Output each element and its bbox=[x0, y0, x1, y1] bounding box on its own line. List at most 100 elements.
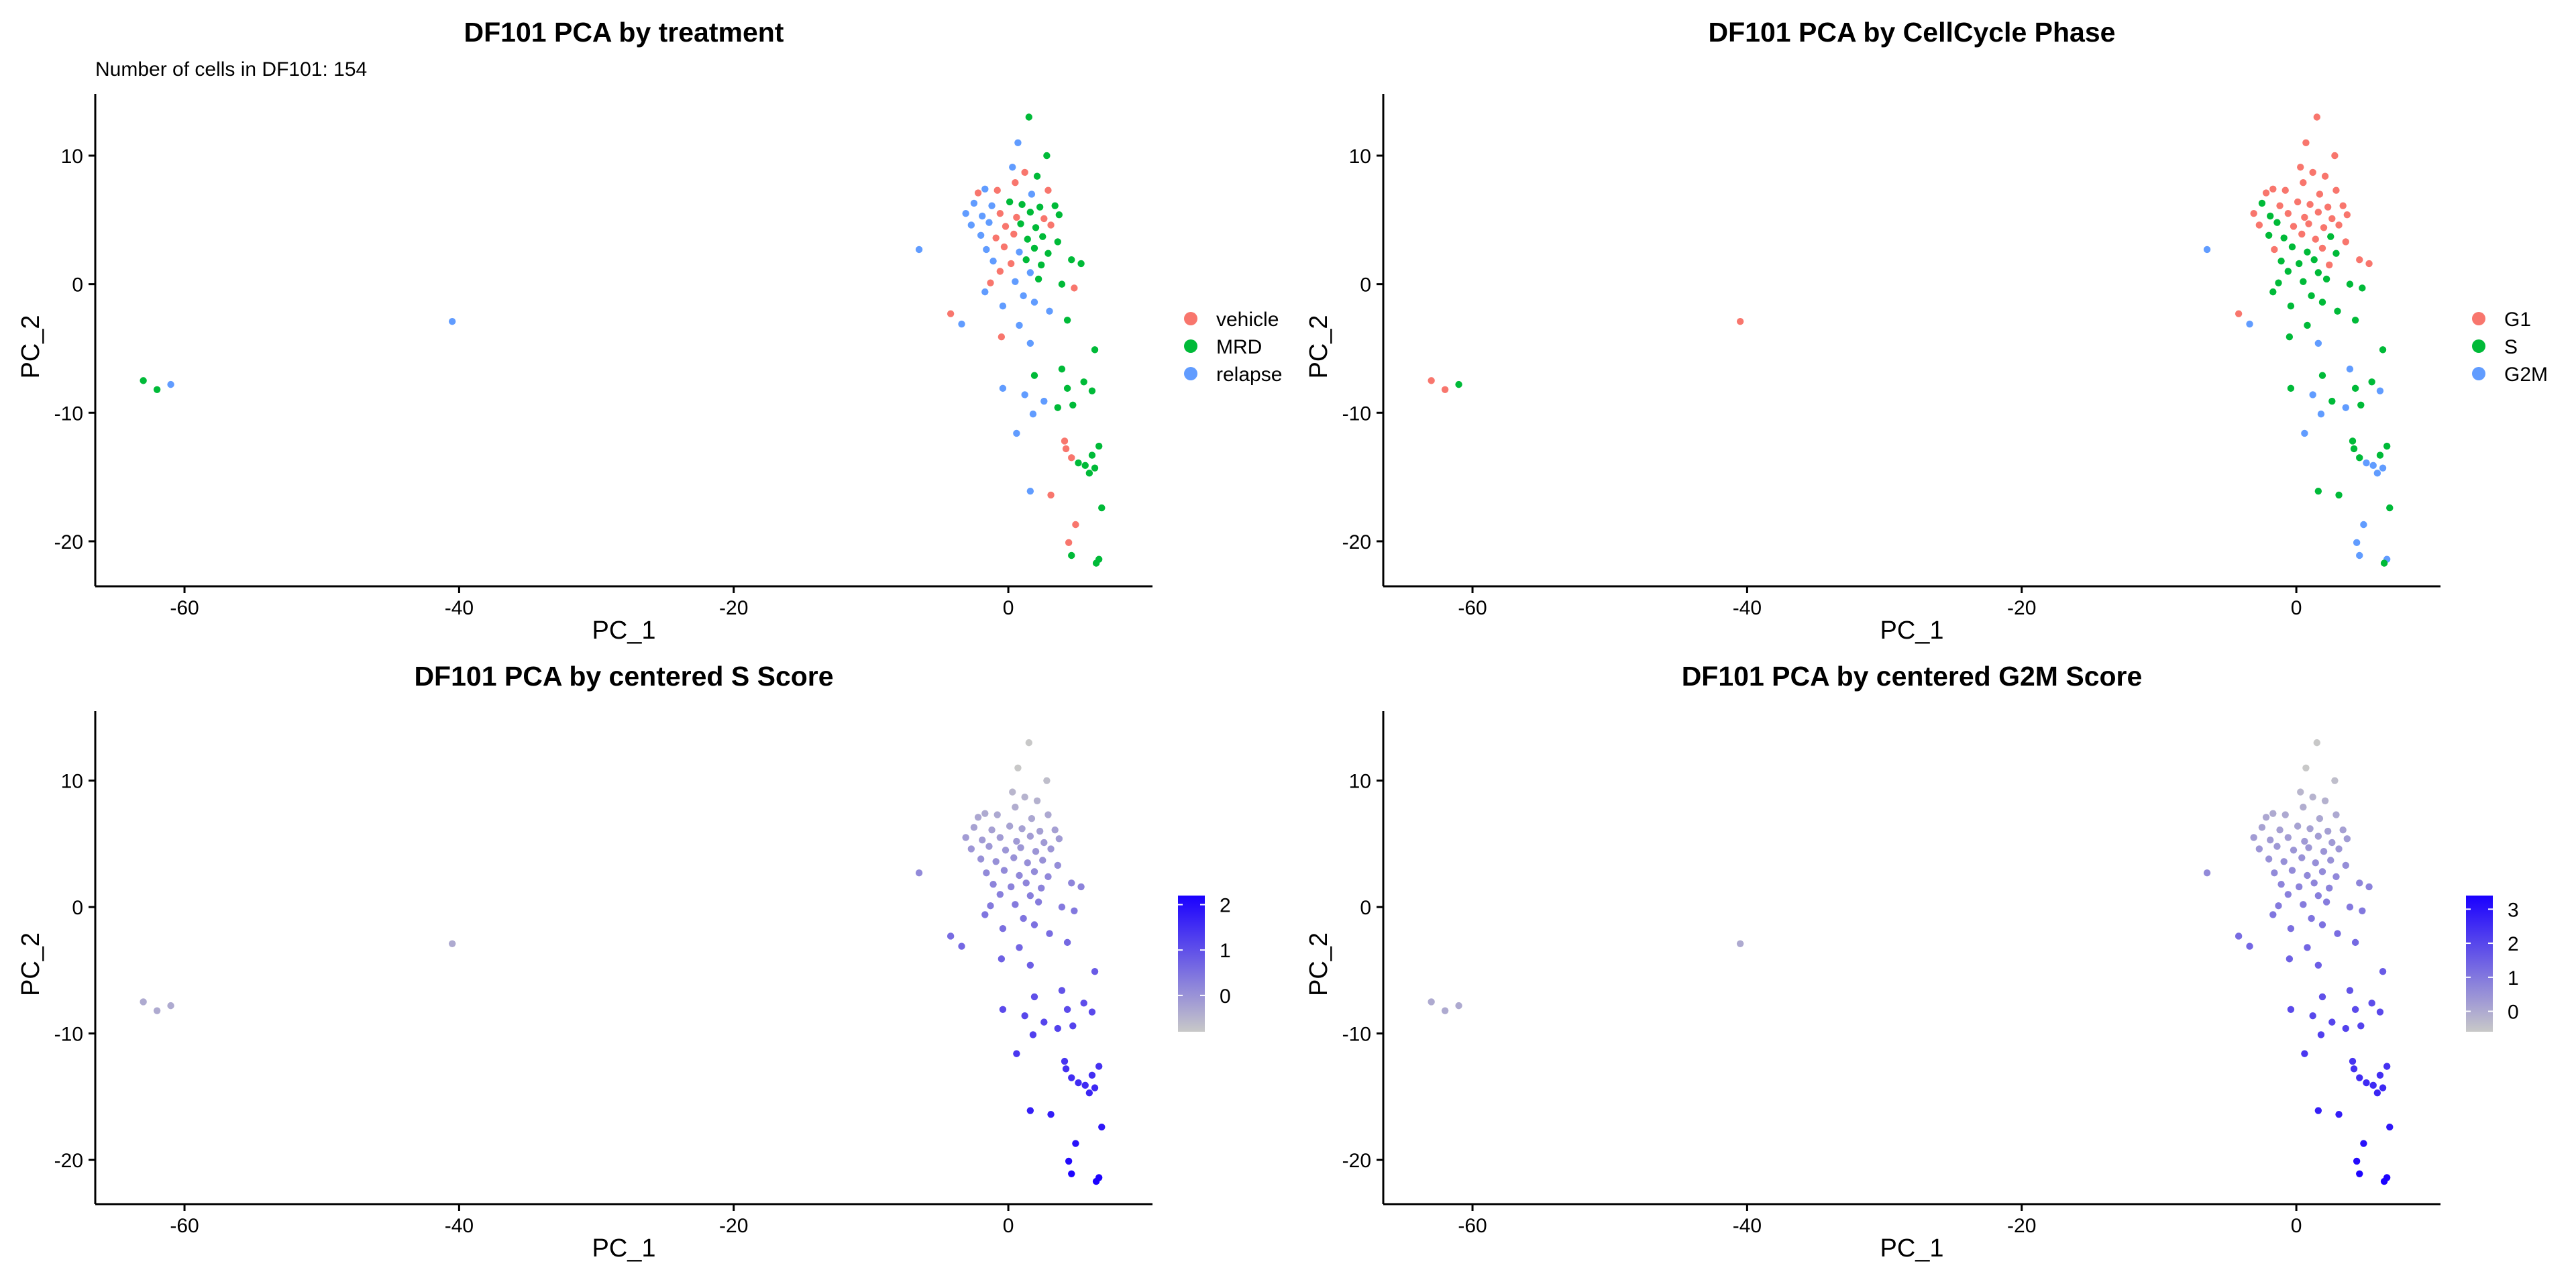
colorbar-label: 3 bbox=[2508, 899, 2519, 921]
data-point bbox=[974, 189, 982, 197]
data-point bbox=[2356, 1170, 2363, 1177]
data-point bbox=[2284, 268, 2292, 275]
legend-key bbox=[2472, 339, 2485, 353]
chart-title: DF101 PCA by treatment bbox=[464, 17, 784, 48]
data-point bbox=[992, 234, 1000, 241]
data-point bbox=[2324, 203, 2332, 211]
y-tick-label: -10 bbox=[1342, 1024, 1371, 1046]
data-point bbox=[1017, 844, 1024, 851]
data-point bbox=[988, 826, 996, 834]
data-point bbox=[2262, 814, 2270, 821]
data-point bbox=[2332, 250, 2340, 257]
data-point bbox=[1068, 551, 1075, 559]
data-point bbox=[1044, 811, 1052, 818]
data-point bbox=[947, 310, 955, 317]
data-point bbox=[2282, 186, 2289, 194]
data-point bbox=[2314, 961, 2322, 969]
x-axis-label: PC_1 bbox=[592, 1234, 655, 1263]
data-point bbox=[1026, 1107, 1034, 1114]
data-point bbox=[1032, 847, 1040, 855]
data-point bbox=[1054, 404, 1061, 411]
x-axis-label: PC_1 bbox=[1880, 616, 1943, 645]
data-point bbox=[1043, 152, 1051, 160]
data-point bbox=[2351, 938, 2359, 947]
legend-label: MRD bbox=[1216, 336, 1262, 358]
data-point bbox=[1026, 339, 1034, 347]
data-point bbox=[2328, 1018, 2336, 1026]
data-point bbox=[915, 246, 923, 254]
x-tick-label: -40 bbox=[445, 1215, 474, 1237]
data-point bbox=[2386, 504, 2394, 512]
data-point bbox=[1062, 1065, 1070, 1073]
data-point bbox=[1091, 1084, 1099, 1091]
data-point bbox=[2310, 256, 2318, 264]
chart-title: DF101 PCA by centered S Score bbox=[414, 661, 833, 692]
data-point bbox=[2359, 907, 2366, 914]
point-layer bbox=[1428, 739, 2394, 1185]
data-point bbox=[1016, 944, 1023, 951]
data-point bbox=[2309, 793, 2316, 801]
data-point bbox=[1736, 318, 1744, 325]
data-point bbox=[2275, 902, 2282, 910]
data-point bbox=[1038, 261, 1045, 269]
data-point bbox=[1043, 777, 1051, 784]
data-point bbox=[2284, 834, 2292, 841]
data-point bbox=[2276, 202, 2284, 209]
data-point bbox=[1010, 230, 1018, 238]
data-point bbox=[2379, 346, 2387, 354]
data-point bbox=[1013, 213, 1020, 221]
data-point bbox=[1088, 451, 1096, 459]
data-point bbox=[1736, 940, 1744, 947]
data-point bbox=[1000, 867, 1008, 874]
data-point bbox=[2269, 185, 2277, 193]
x-tick-label: -40 bbox=[1733, 1215, 1762, 1237]
data-point bbox=[1428, 377, 1435, 384]
x-tick-label: -60 bbox=[170, 597, 199, 619]
data-point bbox=[1012, 804, 1019, 811]
data-point bbox=[1025, 739, 1032, 747]
data-point bbox=[2269, 911, 2277, 918]
y-tick-label: 10 bbox=[61, 771, 83, 793]
data-point bbox=[2304, 248, 2311, 256]
data-point bbox=[2265, 855, 2273, 863]
data-point bbox=[2271, 246, 2278, 254]
data-point bbox=[987, 902, 994, 910]
data-point bbox=[1029, 1031, 1037, 1038]
data-point bbox=[2343, 835, 2351, 843]
data-point bbox=[2359, 284, 2366, 292]
data-point bbox=[1044, 186, 1052, 194]
data-point bbox=[2369, 1081, 2377, 1089]
data-point bbox=[2316, 814, 2324, 822]
legend-label: relapse bbox=[1216, 364, 1282, 386]
data-point bbox=[1069, 1022, 1077, 1030]
data-point bbox=[2255, 221, 2263, 229]
data-point bbox=[1016, 871, 1023, 879]
data-point bbox=[999, 303, 1007, 310]
legend-key bbox=[1184, 367, 1197, 380]
data-point bbox=[2365, 883, 2373, 891]
data-point bbox=[1020, 914, 1027, 922]
data-point bbox=[1072, 521, 1079, 529]
data-point bbox=[1034, 898, 1042, 906]
x-axis-label: PC_1 bbox=[592, 616, 655, 645]
data-point bbox=[1020, 292, 1027, 300]
data-point bbox=[1047, 845, 1055, 853]
data-point bbox=[2309, 391, 2316, 398]
data-point bbox=[1030, 993, 1038, 1001]
panel-treatment: DF101 PCA by treatment Number of cells in… bbox=[0, 0, 1288, 645]
data-point bbox=[2310, 879, 2318, 887]
data-point bbox=[2320, 224, 2328, 231]
data-point bbox=[2351, 1006, 2359, 1013]
data-point bbox=[2273, 843, 2281, 850]
data-point bbox=[2356, 879, 2363, 887]
data-point bbox=[2360, 521, 2367, 529]
data-point bbox=[1040, 1018, 1048, 1026]
data-point bbox=[1039, 857, 1046, 864]
data-point bbox=[2335, 221, 2343, 229]
data-point bbox=[2309, 1012, 2316, 1020]
data-point bbox=[1010, 854, 1018, 861]
data-point bbox=[2342, 861, 2349, 869]
chart-title: DF101 PCA by CellCycle Phase bbox=[1709, 17, 2116, 48]
data-point bbox=[979, 212, 986, 220]
panel-s-score: DF101 PCA by centered S Score -60 -40 -20 0 1… bbox=[0, 644, 1288, 1288]
